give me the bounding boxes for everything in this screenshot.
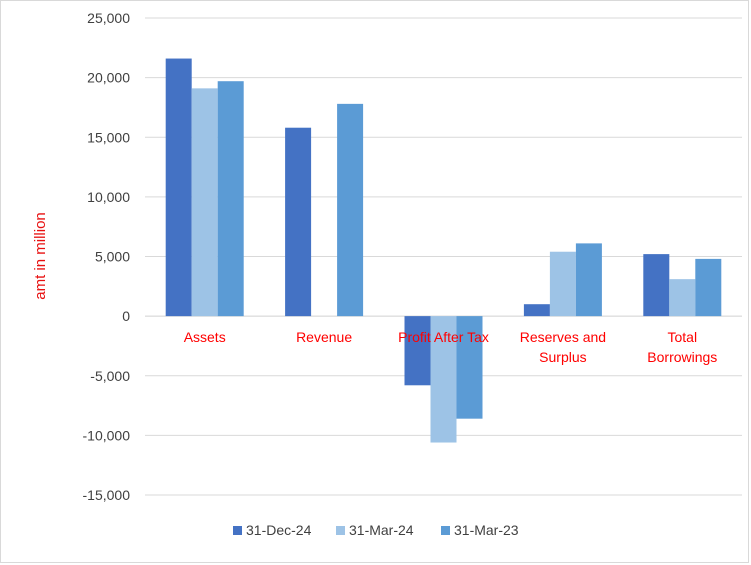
y-tick-label: -5,000: [90, 368, 130, 384]
category-labels: Assets Revenue Profit After Tax Reserves an…: [184, 329, 718, 365]
category-label: Reserves and Surplus: [520, 329, 606, 365]
legend-swatch: [441, 526, 450, 535]
legend-label: 31-Mar-24: [349, 522, 414, 538]
bars: [165, 58, 722, 443]
bar: [669, 279, 696, 317]
y-axis-ticks: 25,000 20,000 15,000 10,000 5,000 0 -5,000 -10,…: [83, 10, 131, 503]
legend-label: 31-Mar-23: [454, 522, 519, 538]
y-tick-label: 10,000: [87, 189, 130, 205]
bar: [217, 81, 244, 317]
bar: [549, 251, 576, 317]
y-axis-title: amt in million: [32, 212, 49, 300]
bar: [191, 88, 218, 317]
y-tick-label: 15,000: [87, 129, 130, 145]
bar: [285, 127, 312, 317]
legend: 31-Dec-24 31-Mar-24 31-Mar-23: [233, 522, 519, 538]
bar: [575, 243, 602, 317]
y-tick-label: 0: [122, 308, 130, 324]
y-tick-label: 25,000: [87, 10, 130, 26]
bar: [404, 316, 431, 386]
y-tick-label: 5,000: [95, 249, 130, 265]
legend-label: 31-Dec-24: [246, 522, 312, 538]
bar: [695, 258, 722, 317]
y-tick-label: 20,000: [87, 70, 130, 86]
legend-swatch: [233, 526, 242, 535]
category-label: Revenue: [296, 329, 352, 345]
bar: [165, 58, 192, 317]
bar: [430, 316, 457, 443]
legend-swatch: [336, 526, 345, 535]
category-label: Profit After Tax: [398, 329, 489, 345]
gridlines: [145, 17, 742, 496]
bar: [456, 316, 483, 419]
category-label: Total Borrowings: [647, 329, 717, 365]
category-label: Assets: [184, 329, 226, 345]
bar: [523, 304, 550, 317]
y-tick-label: -15,000: [83, 487, 131, 503]
bar: [643, 254, 670, 317]
y-tick-label: -10,000: [83, 427, 131, 443]
bar: [337, 103, 364, 317]
